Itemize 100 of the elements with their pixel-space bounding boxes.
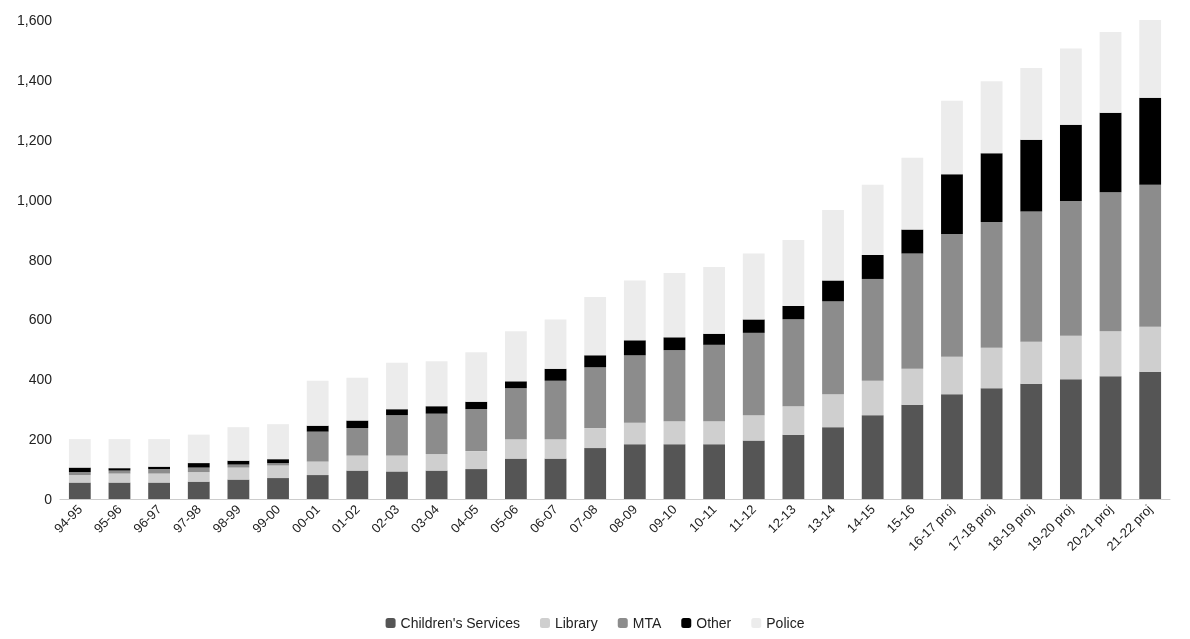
bar xyxy=(1099,31,1122,113)
bar xyxy=(425,413,448,455)
bar xyxy=(742,332,765,416)
bar xyxy=(623,355,646,423)
bar xyxy=(148,439,171,467)
bar xyxy=(465,469,488,499)
bar xyxy=(386,415,408,456)
bar xyxy=(1059,124,1082,202)
bar xyxy=(1139,20,1162,98)
bar xyxy=(584,355,607,368)
bar xyxy=(227,460,250,465)
bar xyxy=(1020,211,1043,342)
bar xyxy=(465,352,488,402)
bar xyxy=(941,234,963,357)
bar xyxy=(703,333,726,345)
bar xyxy=(1059,48,1082,125)
bar xyxy=(227,464,250,468)
bar xyxy=(980,81,1003,154)
bar xyxy=(148,473,171,483)
bar xyxy=(1020,383,1043,499)
bar xyxy=(108,473,131,483)
bar xyxy=(267,465,289,479)
bar xyxy=(861,380,884,416)
bar xyxy=(148,482,171,499)
bar xyxy=(306,431,329,462)
bar xyxy=(822,210,844,281)
legend-label: Library xyxy=(554,615,598,631)
bar xyxy=(267,459,289,464)
bar xyxy=(425,470,448,499)
bar xyxy=(68,467,91,473)
bar xyxy=(584,296,607,356)
legend-label: MTA xyxy=(632,615,662,631)
bar xyxy=(1139,371,1162,499)
bar xyxy=(941,394,963,499)
bar xyxy=(901,368,924,405)
y-tick-label: 800 xyxy=(28,251,53,268)
bar xyxy=(623,280,646,341)
y-tick-label: 200 xyxy=(28,431,53,448)
bar xyxy=(306,461,329,476)
y-tick-label: 0 xyxy=(44,491,53,507)
bar xyxy=(1099,112,1122,193)
bar xyxy=(386,409,408,416)
bar xyxy=(187,463,210,468)
bar xyxy=(1020,67,1043,140)
bar xyxy=(980,347,1003,389)
bar xyxy=(108,482,131,499)
bar xyxy=(504,388,527,440)
bar xyxy=(1059,335,1082,380)
bar xyxy=(504,439,527,459)
bar xyxy=(386,362,408,410)
bar xyxy=(941,100,963,175)
bar xyxy=(386,455,408,472)
bar xyxy=(980,388,1003,499)
bar xyxy=(941,356,963,395)
bar xyxy=(782,319,805,407)
bar xyxy=(782,434,805,499)
bar xyxy=(1139,326,1162,372)
bar xyxy=(663,272,686,338)
bar xyxy=(703,266,726,334)
bar xyxy=(544,458,567,499)
bar xyxy=(861,415,884,499)
bar xyxy=(584,448,607,499)
bar xyxy=(148,469,171,474)
y-tick-label: 400 xyxy=(28,371,53,388)
bar xyxy=(465,451,488,470)
bar xyxy=(504,458,527,499)
bar xyxy=(1099,192,1122,332)
bar xyxy=(941,174,963,235)
bar xyxy=(663,421,686,445)
bar xyxy=(346,455,369,471)
bar xyxy=(187,472,210,482)
bar xyxy=(623,444,646,499)
bar xyxy=(1059,379,1082,499)
y-tick-label: 1,400 xyxy=(16,71,53,88)
bar xyxy=(782,240,805,306)
bar xyxy=(901,229,924,254)
bar xyxy=(663,444,686,499)
bar xyxy=(1059,201,1082,336)
bar xyxy=(68,472,91,476)
bar xyxy=(187,434,210,464)
bar xyxy=(504,331,527,382)
bar xyxy=(901,253,924,369)
bar xyxy=(980,153,1003,223)
bar xyxy=(306,380,329,426)
y-tick-label: 1,600 xyxy=(16,12,53,28)
bar xyxy=(346,420,369,429)
bar xyxy=(465,409,488,452)
bar xyxy=(822,280,844,302)
bar xyxy=(663,350,686,422)
bar xyxy=(663,337,686,351)
bar xyxy=(901,157,924,230)
bar xyxy=(901,404,924,499)
bar xyxy=(822,301,844,395)
bar xyxy=(861,184,884,256)
bar xyxy=(544,380,567,440)
bar xyxy=(980,222,1003,348)
bar xyxy=(227,479,250,499)
bar xyxy=(227,427,250,461)
bar xyxy=(703,421,726,445)
bar xyxy=(742,440,765,499)
